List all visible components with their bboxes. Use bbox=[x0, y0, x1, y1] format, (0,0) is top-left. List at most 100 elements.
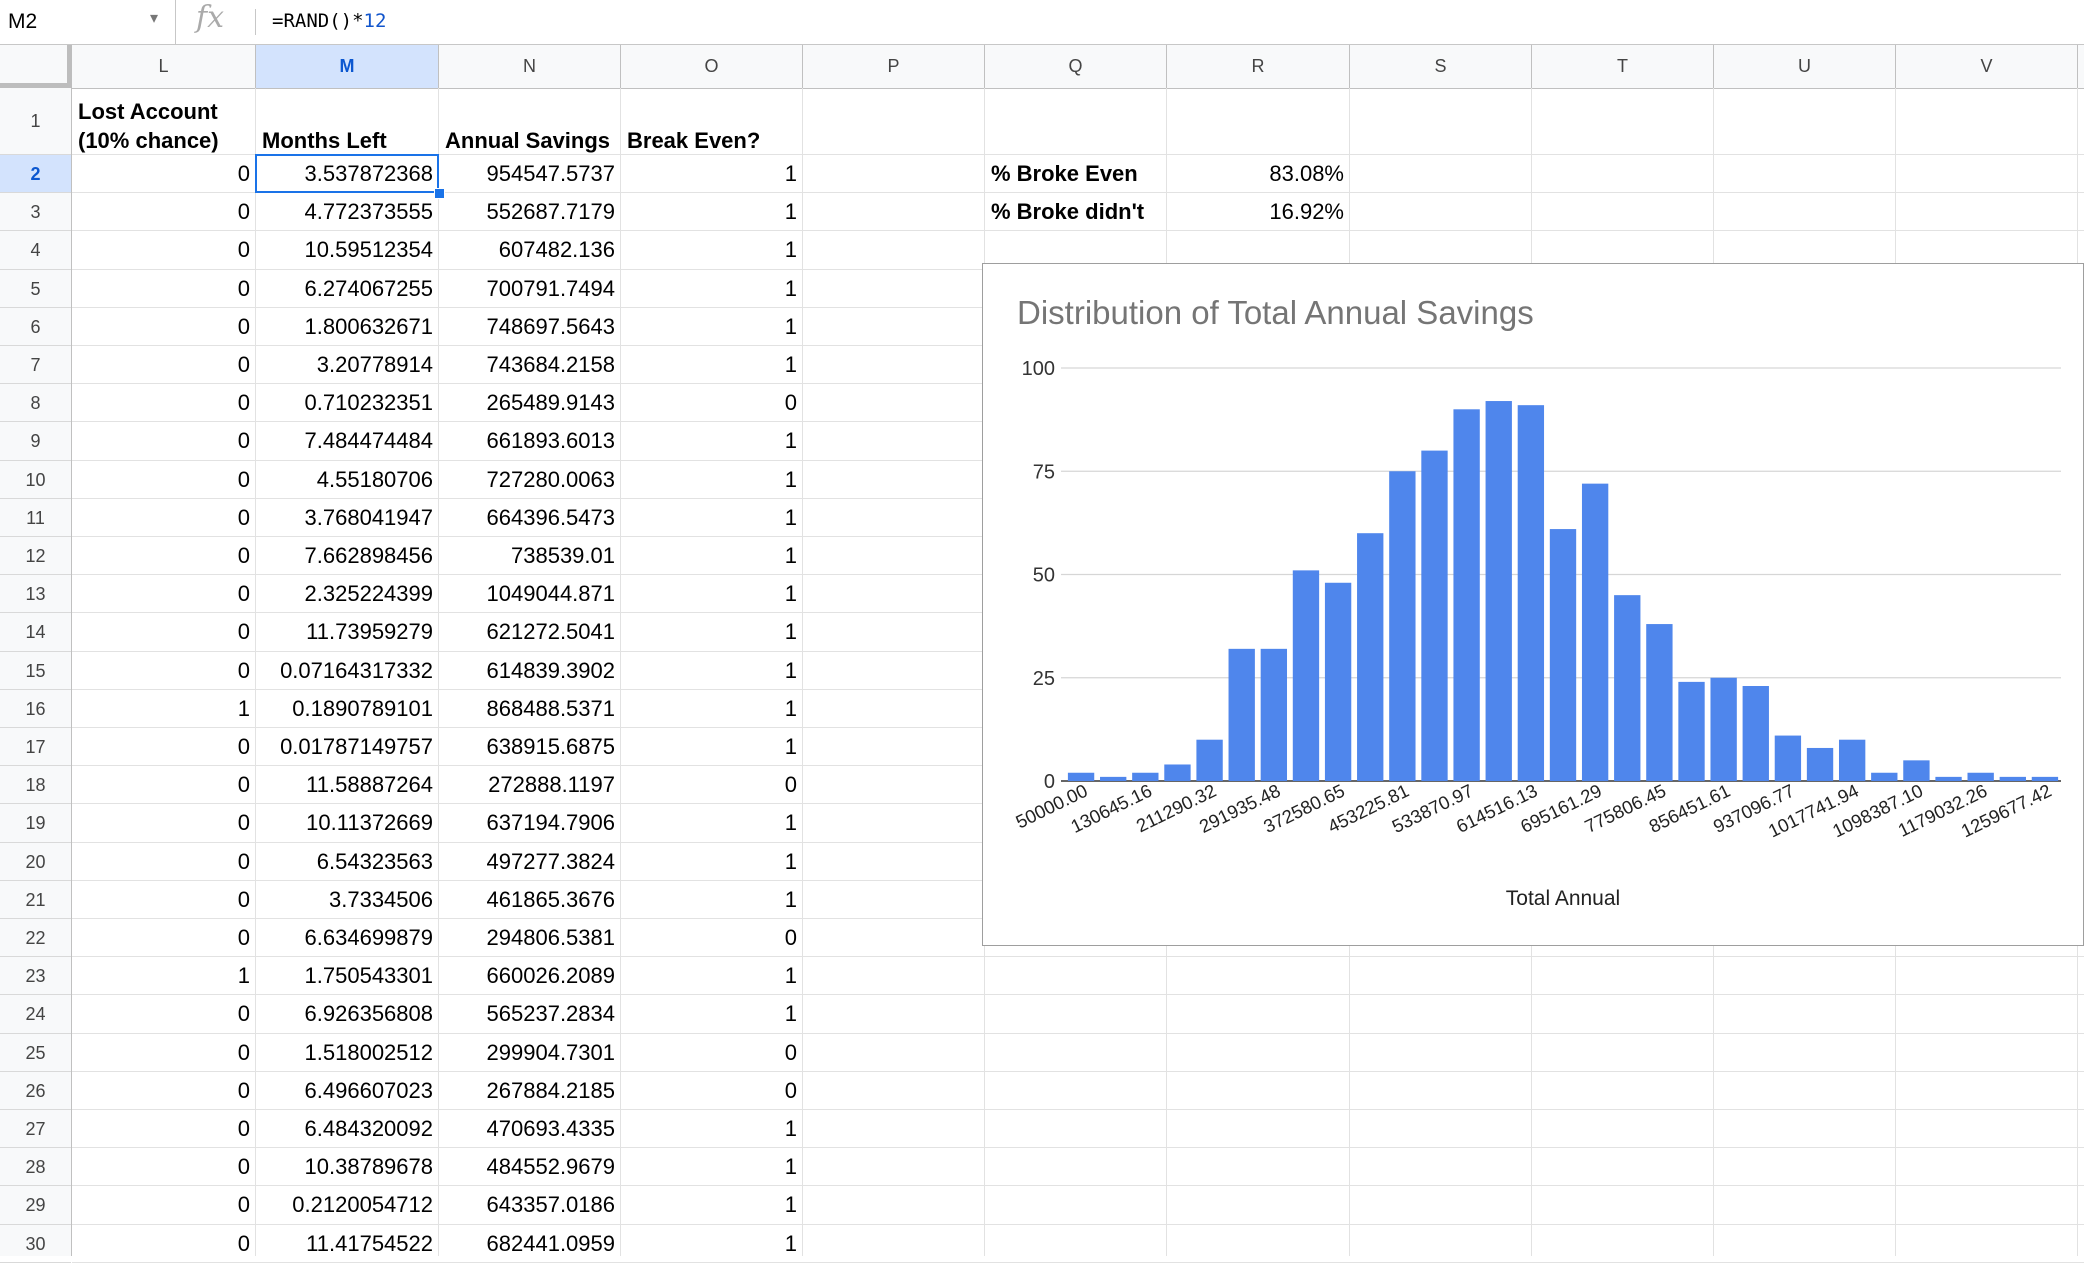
row-header-20[interactable]: 20 bbox=[0, 843, 71, 881]
data-cell[interactable]: 294806.5381 bbox=[486, 925, 615, 950]
data-cell[interactable]: 267884.2185 bbox=[486, 1077, 615, 1103]
data-cell[interactable]: 0 bbox=[784, 390, 797, 416]
data-cell[interactable]: 614839.3902 bbox=[486, 657, 615, 683]
row-header-21[interactable]: 21 bbox=[0, 881, 71, 919]
row-header-26[interactable]: 26 bbox=[0, 1072, 71, 1110]
data-cell[interactable]: 1 bbox=[784, 810, 797, 836]
header-cell-l[interactable]: Lost Account (10% chance) bbox=[78, 99, 219, 153]
row-header-11[interactable]: 11 bbox=[0, 499, 71, 537]
row-header-13[interactable]: 13 bbox=[0, 575, 71, 614]
fill-handle[interactable] bbox=[434, 188, 445, 200]
data-cell[interactable]: 0 bbox=[237, 619, 250, 645]
data-cell[interactable]: 3.7334506 bbox=[329, 886, 433, 912]
row-header-16[interactable]: 16 bbox=[0, 690, 71, 728]
data-cell[interactable]: 0 bbox=[784, 772, 797, 798]
data-cell[interactable]: 637194.7906 bbox=[486, 810, 615, 836]
data-cell[interactable]: 621272.5041 bbox=[486, 619, 615, 645]
row-header-6[interactable]: 6 bbox=[0, 308, 71, 346]
row-header-17[interactable]: 17 bbox=[0, 728, 71, 767]
data-cell[interactable]: 1 bbox=[784, 848, 797, 874]
data-cell[interactable]: 0.1890789101 bbox=[292, 695, 433, 721]
data-cell[interactable]: 497277.3824 bbox=[486, 848, 615, 874]
row-header-7[interactable]: 7 bbox=[0, 346, 71, 385]
data-cell[interactable]: 0 bbox=[237, 925, 250, 950]
row-header-9[interactable]: 9 bbox=[0, 422, 71, 461]
row-header-1[interactable]: 1 bbox=[0, 88, 71, 155]
data-cell[interactable]: 0 bbox=[237, 1077, 250, 1103]
data-cell[interactable]: 0 bbox=[237, 237, 250, 263]
formula-input[interactable]: =RAND()*12 bbox=[272, 10, 386, 32]
data-cell[interactable]: 6.274067255 bbox=[304, 275, 433, 301]
column-header-l[interactable]: L bbox=[72, 45, 256, 88]
data-cell[interactable]: 1 bbox=[784, 657, 797, 683]
row-header-8[interactable]: 8 bbox=[0, 384, 71, 423]
data-cell[interactable]: 1 bbox=[784, 581, 797, 607]
row-header-29[interactable]: 29 bbox=[0, 1186, 71, 1225]
data-cell[interactable]: 0 bbox=[237, 1001, 250, 1027]
name-box[interactable]: M2 ▾ bbox=[0, 0, 176, 44]
data-cell[interactable]: 552687.7179 bbox=[486, 199, 615, 225]
data-cell[interactable]: 0 bbox=[784, 1039, 797, 1065]
data-cell[interactable]: 6.634699879 bbox=[304, 925, 433, 950]
data-cell[interactable]: 1 bbox=[784, 1192, 797, 1218]
data-cell[interactable]: 0 bbox=[237, 352, 250, 377]
data-cell[interactable]: 1 bbox=[784, 619, 797, 645]
data-cell[interactable]: 607482.136 bbox=[498, 237, 615, 263]
data-cell[interactable]: 0.07164317332 bbox=[280, 657, 433, 683]
header-cell-o[interactable]: Break Even? bbox=[627, 128, 761, 153]
row-header-4[interactable]: 4 bbox=[0, 231, 71, 270]
data-cell[interactable]: 1 bbox=[784, 161, 797, 186]
data-cell[interactable]: 1 bbox=[784, 963, 797, 989]
row-header-28[interactable]: 28 bbox=[0, 1148, 71, 1187]
row-header-12[interactable]: 12 bbox=[0, 537, 71, 576]
data-cell[interactable]: 1 bbox=[784, 734, 797, 759]
data-cell[interactable]: 700791.7494 bbox=[486, 275, 615, 301]
data-cell[interactable]: 11.58887264 bbox=[306, 772, 433, 798]
row-header-30[interactable]: 30 bbox=[0, 1225, 71, 1263]
data-cell[interactable]: 3.537872368 bbox=[304, 161, 433, 186]
data-cell[interactable]: 11.41754522 bbox=[306, 1230, 433, 1256]
data-cell[interactable]: 0 bbox=[237, 543, 250, 568]
histogram-chart[interactable]: Distribution of Total Annual Savings 0 25… bbox=[982, 263, 2084, 946]
data-cell[interactable]: 682441.0959 bbox=[486, 1230, 615, 1256]
data-cell[interactable]: 0 bbox=[237, 390, 250, 416]
data-cell[interactable]: 0.2120054712 bbox=[292, 1192, 433, 1218]
data-cell[interactable]: 0.01787149757 bbox=[280, 734, 433, 759]
data-cell[interactable]: 461865.3676 bbox=[486, 886, 615, 912]
column-header-m[interactable]: M bbox=[256, 45, 439, 88]
data-cell[interactable]: 664396.5473 bbox=[486, 504, 615, 530]
data-cell[interactable]: 6.496607023 bbox=[304, 1077, 433, 1103]
data-cell[interactable]: 1 bbox=[784, 466, 797, 492]
data-cell[interactable]: 6.926356808 bbox=[304, 1001, 433, 1027]
data-cell[interactable]: 1 bbox=[237, 963, 250, 989]
data-cell[interactable]: 0 bbox=[237, 810, 250, 836]
data-cell[interactable]: 0 bbox=[237, 275, 250, 301]
data-cell[interactable]: 868488.5371 bbox=[486, 695, 615, 721]
data-cell[interactable]: 0 bbox=[237, 734, 250, 759]
column-header-u[interactable]: U bbox=[1714, 45, 1896, 88]
data-cell[interactable]: 643357.0186 bbox=[486, 1192, 615, 1218]
data-cell[interactable]: 638915.6875 bbox=[486, 734, 615, 759]
row-header-10[interactable]: 10 bbox=[0, 461, 71, 499]
data-cell[interactable]: 0 bbox=[237, 161, 250, 186]
data-cell[interactable]: 0 bbox=[237, 657, 250, 683]
data-cell[interactable]: 727280.0063 bbox=[486, 466, 615, 492]
column-header-q[interactable]: Q bbox=[985, 45, 1167, 88]
data-cell[interactable]: 0 bbox=[784, 925, 797, 950]
data-cell[interactable]: 0 bbox=[237, 886, 250, 912]
data-cell[interactable]: 0 bbox=[237, 1154, 250, 1180]
data-cell[interactable]: 1 bbox=[784, 1154, 797, 1180]
data-cell[interactable]: 1 bbox=[784, 199, 797, 225]
row-header-25[interactable]: 25 bbox=[0, 1034, 71, 1072]
data-cell[interactable]: 0 bbox=[237, 504, 250, 530]
data-cell[interactable]: 0 bbox=[237, 466, 250, 492]
header-cell-n[interactable]: Annual Savings bbox=[445, 128, 611, 153]
data-cell[interactable]: 1 bbox=[784, 275, 797, 301]
data-cell[interactable]: 1 bbox=[784, 543, 797, 568]
row-header-19[interactable]: 19 bbox=[0, 804, 71, 843]
data-cell[interactable]: 748697.5643 bbox=[486, 313, 615, 339]
header-cell-m[interactable]: Months Left bbox=[262, 128, 387, 153]
data-cell[interactable]: 1.518002512 bbox=[304, 1039, 433, 1065]
data-cell[interactable]: 1 bbox=[784, 1116, 797, 1141]
data-cell[interactable]: 4.772373555 bbox=[304, 199, 433, 225]
